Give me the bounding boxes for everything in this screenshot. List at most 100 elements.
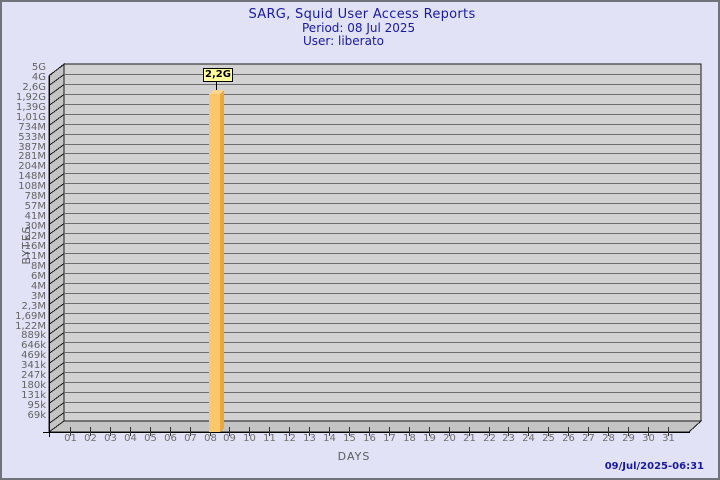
usage-bar-side: [220, 90, 224, 432]
y-axis-tick-label: 6M: [31, 270, 46, 282]
y-tick-3d: [48, 144, 65, 156]
y-axis-tick-label: 1,69M: [15, 310, 46, 322]
y-axis-tick-label: 57M: [24, 200, 46, 212]
x-axis-day-label: 11: [263, 433, 276, 444]
x-axis-day-label: 08: [204, 433, 217, 444]
y-tick-3d: [48, 372, 65, 384]
report-user: User: liberato: [303, 34, 384, 48]
y-axis-tick-label: 4M: [31, 280, 46, 292]
y-tick-3d: [48, 163, 65, 175]
x-axis-day-label: 17: [383, 433, 396, 444]
y-tick-3d: [48, 223, 65, 235]
x-axis-day-label: 23: [502, 433, 515, 444]
y-axis-tick-label: 533M: [18, 131, 46, 143]
x-axis-day-label: 03: [104, 433, 117, 444]
y-tick-3d: [48, 332, 65, 344]
x-axis-day-label: 13: [303, 433, 316, 444]
y-tick-3d: [48, 303, 65, 315]
x-axis-day-label: 21: [463, 433, 476, 444]
y-axis-tick-label: 1,01G: [15, 111, 46, 123]
left-wall-3d: [48, 62, 65, 433]
y-tick-3d: [48, 283, 65, 295]
y-tick-3d: [48, 352, 65, 364]
y-tick-3d: [48, 84, 65, 96]
y-tick-3d: [48, 412, 65, 424]
y-axis-tick-label: 41M: [24, 210, 46, 222]
y-tick-3d: [48, 392, 65, 404]
y-axis-tick-label: 131k: [21, 389, 46, 401]
x-axis-day-label: 28: [602, 433, 615, 444]
y-tick-3d: [48, 153, 65, 165]
y-tick-3d: [48, 104, 65, 116]
x-axis-day-label: 04: [124, 433, 137, 444]
y-axis-tick-label: 247k: [21, 369, 46, 381]
usage-bar-top: [209, 90, 224, 94]
x-axis-day-label: 31: [662, 433, 675, 444]
y-axis-tick-label: 8M: [31, 260, 46, 272]
y-axis-tick-label: 1,92G: [15, 91, 46, 103]
floor-3d: [47, 420, 703, 433]
x-axis-day-label: 06: [164, 433, 177, 444]
y-axis-tick-label: 148M: [18, 170, 46, 182]
y-axis-tick-label: 5G: [31, 61, 46, 73]
x-axis-day-label: 01: [64, 433, 77, 444]
y-axis-tick-label: 78M: [24, 190, 46, 202]
y-axis-tick-label: 2,3M: [21, 300, 46, 312]
plot-back-wall: [63, 63, 702, 422]
y-axis-tick-label: 16M: [24, 240, 46, 252]
x-axis-day-label: 25: [542, 433, 555, 444]
y-tick-3d: [48, 342, 65, 354]
y-tick-3d: [48, 362, 65, 374]
x-axis-day-label: 09: [223, 433, 236, 444]
y-axis-tick-label: 4G: [31, 71, 46, 83]
y-tick-3d: [48, 183, 65, 195]
x-axis-day-label: 26: [562, 433, 575, 444]
y-axis-tick-label: 734M: [18, 121, 46, 133]
y-axis-tick-label: 469k: [21, 349, 46, 361]
bar-value-label: 2,2G: [203, 68, 233, 82]
y-tick-3d: [48, 213, 65, 225]
y-tick-3d: [48, 64, 65, 76]
x-axis-day-label: 10: [243, 433, 256, 444]
y-axis-tick-label: 69k: [27, 409, 46, 421]
x-axis-day-label: 22: [483, 433, 496, 444]
x-axis-day-label: 24: [522, 433, 535, 444]
y-axis-tick-label: 30M: [24, 220, 46, 232]
x-axis-day-label: 07: [184, 433, 197, 444]
x-axis-title: DAYS: [337, 450, 371, 463]
y-tick-3d: [48, 382, 65, 394]
x-axis-day-label: 27: [582, 433, 595, 444]
y-axis-tick-label: 204M: [18, 160, 46, 172]
x-axis-day-label: 16: [363, 433, 376, 444]
report-period: Period: 08 Jul 2025: [302, 21, 416, 35]
x-axis-day-label: 12: [283, 433, 296, 444]
x-axis-day-label: 18: [403, 433, 416, 444]
usage-bar: [209, 94, 220, 432]
y-tick-3d: [48, 173, 65, 185]
y-axis-title: BYTES: [20, 225, 33, 265]
y-tick-3d: [48, 203, 65, 215]
x-axis-day-label: 19: [423, 433, 436, 444]
y-tick-3d: [48, 253, 65, 265]
y-tick-3d: [48, 243, 65, 255]
y-axis-tick-label: 11M: [24, 250, 46, 262]
x-axis-day-label: 30: [642, 433, 655, 444]
y-tick-3d: [48, 263, 65, 275]
y-axis-tick-label: 95k: [27, 399, 46, 411]
y-tick-3d: [48, 134, 65, 146]
generation-timestamp: 09/Jul/2025-06:31: [604, 461, 704, 472]
y-tick-3d: [48, 94, 65, 106]
report-title: SARG, Squid User Access Reports: [248, 7, 476, 22]
y-tick-3d: [48, 74, 65, 86]
y-axis-tick-label: 281M: [18, 150, 46, 162]
y-tick-3d: [48, 293, 65, 305]
x-axis-day-label: 02: [84, 433, 97, 444]
x-axis-day-label: 14: [323, 433, 336, 444]
y-axis-tick-label: 2,6G: [22, 81, 46, 93]
y-tick-3d: [48, 233, 65, 245]
y-axis-tick-label: 3M: [31, 290, 46, 302]
y-axis-tick-label: 387M: [18, 141, 46, 153]
x-axis-day-label: 20: [443, 433, 456, 444]
y-tick-3d: [48, 273, 65, 285]
